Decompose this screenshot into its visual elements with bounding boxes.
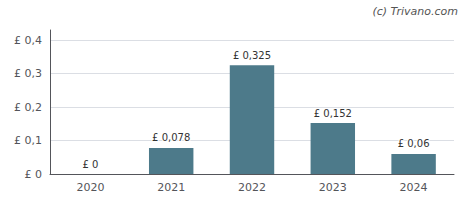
svg-text:2023: 2023 [319, 181, 347, 194]
svg-text:2020: 2020 [76, 181, 104, 194]
svg-text:£ 0,3: £ 0,3 [14, 67, 42, 80]
svg-text:£ 0,078: £ 0,078 [152, 132, 190, 143]
svg-text:£ 0,152: £ 0,152 [314, 108, 352, 119]
svg-text:£ 0,2: £ 0,2 [14, 101, 42, 114]
svg-text:2021: 2021 [157, 181, 185, 194]
svg-text:2024: 2024 [400, 181, 428, 194]
svg-text:2022: 2022 [238, 181, 266, 194]
svg-text:£ 0,1: £ 0,1 [14, 134, 42, 147]
svg-text:£ 0: £ 0 [82, 159, 98, 170]
svg-text:(c) Trivano.com: (c) Trivano.com [372, 5, 458, 18]
svg-text:£ 0,4: £ 0,4 [14, 34, 42, 47]
svg-text:£ 0,06: £ 0,06 [398, 138, 430, 149]
svg-text:£ 0: £ 0 [25, 168, 43, 181]
svg-text:£ 0,325: £ 0,325 [233, 50, 271, 61]
